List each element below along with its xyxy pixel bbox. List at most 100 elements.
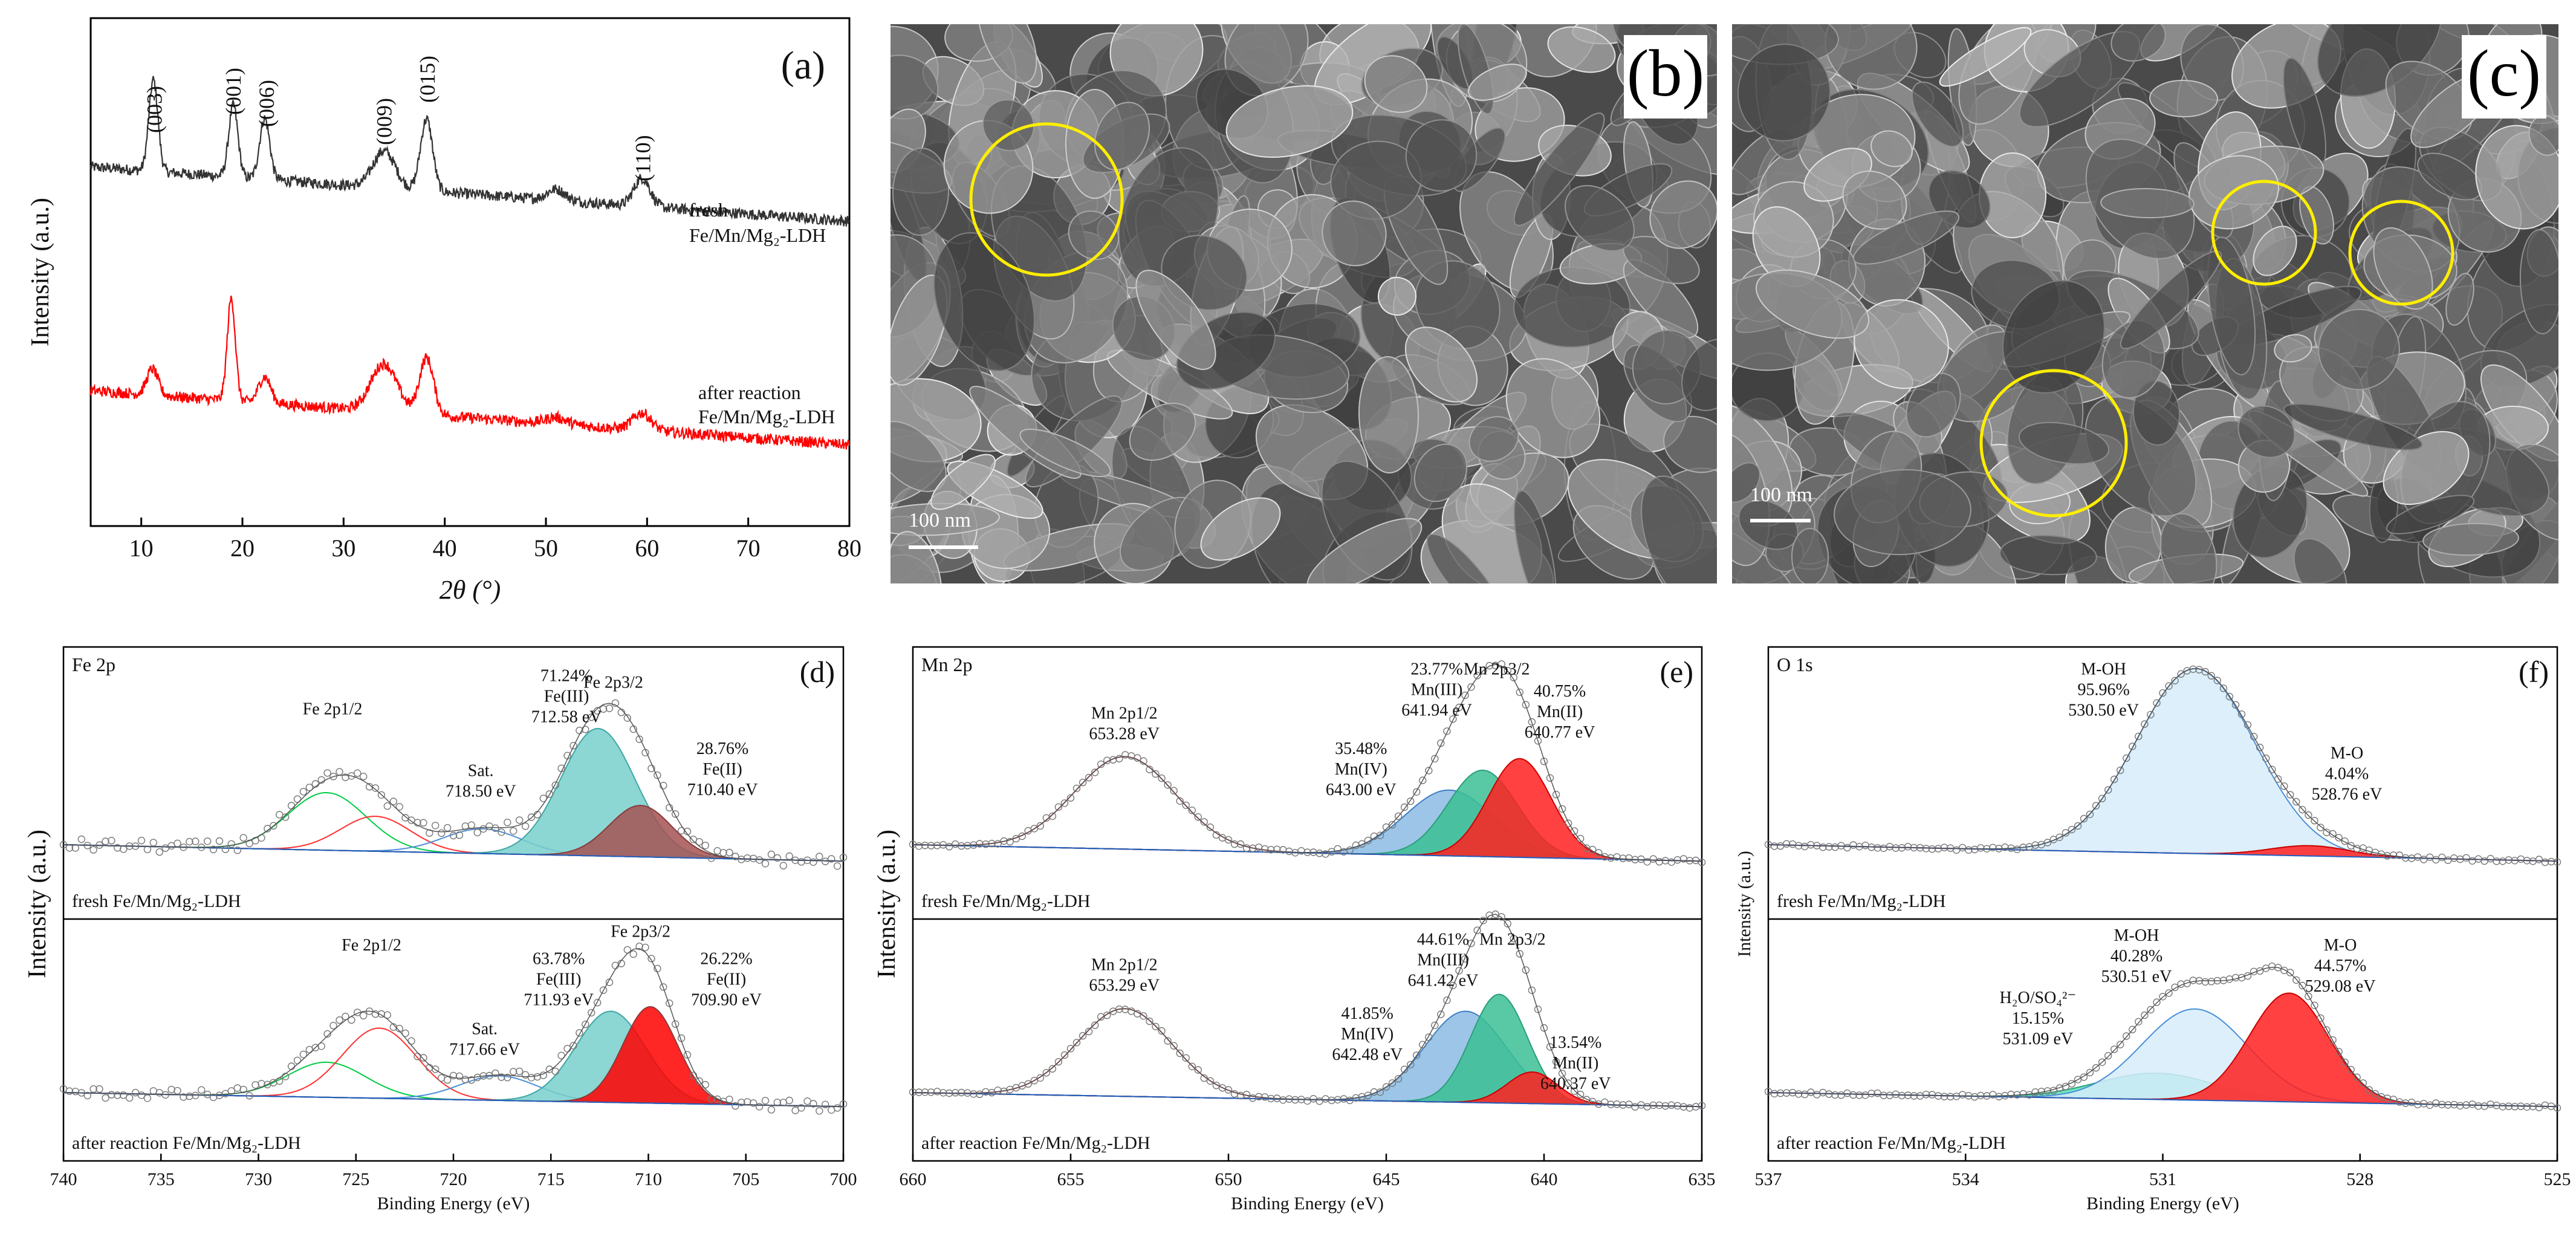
x-tick-label: 537 — [1755, 1169, 1782, 1189]
sem-flake — [1364, 55, 1428, 113]
sem-flake — [1200, 497, 1281, 561]
raw-point — [2201, 978, 2209, 986]
raw-point — [779, 862, 788, 869]
raw-point — [933, 1088, 941, 1096]
raw-point — [329, 772, 337, 781]
x-tick-label: 700 — [830, 1169, 857, 1189]
raw-point — [1443, 727, 1451, 735]
raw-point — [516, 816, 524, 824]
raw-point — [65, 1087, 74, 1095]
raw-point — [1072, 784, 1081, 793]
sem-flake — [1468, 63, 1527, 101]
x-axis-label: 2θ (°) — [440, 575, 501, 605]
raw-point — [455, 831, 464, 839]
raw-point — [119, 1091, 128, 1099]
raw-point — [1831, 1091, 1839, 1099]
raw-point — [732, 853, 739, 860]
raw-point — [443, 824, 452, 832]
sample-label: after reaction Fe/Mn/Mg₂-LDH — [1777, 1133, 2006, 1153]
raw-point — [654, 771, 661, 779]
raw-point — [1843, 1089, 1851, 1097]
raw-point — [2165, 682, 2173, 690]
raw-point — [749, 1099, 758, 1107]
raw-point — [2147, 1006, 2155, 1014]
peak-annotation: M-O — [2324, 936, 2357, 955]
raw-point — [2250, 732, 2258, 741]
raw-point — [563, 1045, 571, 1053]
raw-point — [1194, 813, 1202, 821]
raw-point — [119, 845, 128, 853]
raw-point — [1085, 773, 1093, 782]
raw-point — [1570, 1087, 1578, 1095]
raw-point — [964, 842, 972, 850]
raw-point — [982, 1088, 990, 1096]
raw-point — [2025, 1091, 2033, 1099]
raw-point — [1431, 755, 1439, 763]
sem-flake — [1019, 428, 1111, 478]
raw-point — [2225, 692, 2234, 701]
x-axis-label: Binding Energy (eV) — [377, 1194, 530, 1214]
raw-point — [1673, 856, 1682, 864]
raw-point — [1224, 836, 1233, 844]
series-label-line2: Fe/Mn/Mg₂-LDH — [689, 224, 826, 246]
sem-flake — [930, 453, 996, 510]
raw-point — [1504, 920, 1512, 928]
fe2p-chart-svg: 740 735 730 725 720 715 710 705 700 Binding Energ… — [24, 646, 857, 1214]
raw-point — [761, 1097, 770, 1105]
raw-point — [239, 1085, 247, 1094]
scale-bar-label-c: 100 nm — [1750, 484, 1812, 506]
raw-point — [2243, 721, 2252, 729]
raw-point — [816, 1107, 823, 1115]
raw-point — [1152, 1022, 1160, 1030]
raw-point — [611, 699, 620, 707]
raw-point — [2462, 854, 2470, 862]
raw-point — [264, 825, 271, 833]
raw-point — [2553, 1104, 2561, 1112]
raw-point — [588, 713, 595, 721]
raw-point — [1413, 788, 1421, 796]
raw-point — [2104, 786, 2112, 794]
sem-flake — [1911, 81, 1964, 148]
raw-point — [1528, 718, 1536, 726]
peak-label: (006) — [255, 80, 279, 127]
peak-annotation: H₂O/SO₄²⁻ — [2000, 989, 2077, 1007]
x-tick-label: 40 — [433, 535, 457, 562]
raw-point — [1849, 841, 1857, 849]
raw-point — [1522, 701, 1530, 709]
raw-point — [2043, 839, 2051, 846]
raw-point — [2523, 1103, 2531, 1111]
raw-point — [2080, 1073, 2088, 1081]
raw-point — [2487, 1100, 2494, 1108]
sem-texture — [1732, 24, 2558, 583]
raw-point — [1552, 1058, 1560, 1065]
raw-point — [1060, 1051, 1069, 1059]
raw-point — [287, 802, 296, 810]
raw-point — [377, 1010, 386, 1018]
peak-annotation: 717.66 eV — [449, 1041, 520, 1059]
peak-annotation: 28.76% — [696, 739, 748, 758]
sem-flake — [982, 99, 1035, 151]
raw-point — [1807, 841, 1815, 849]
raw-point — [1576, 834, 1585, 843]
raw-data-points — [1764, 962, 2561, 1112]
raw-point — [1473, 671, 1481, 680]
mn2p-chart-svg: 660 655 650 645 640 635 Binding Energy (eV) Int… — [873, 646, 1716, 1214]
raw-data-points — [909, 910, 1706, 1112]
raw-point — [420, 819, 427, 827]
raw-point — [137, 836, 146, 845]
raw-point — [994, 840, 1002, 848]
sem-flake — [2422, 522, 2519, 556]
peak-annotation: 653.28 eV — [1089, 725, 1160, 744]
raw-point — [563, 752, 571, 759]
raw-point — [2031, 1088, 2039, 1096]
sem-flake — [1468, 416, 1519, 462]
raw-point — [77, 835, 86, 843]
raw-point — [2413, 853, 2422, 861]
raw-point — [96, 1085, 103, 1093]
raw-point — [1516, 688, 1524, 697]
raw-point — [1242, 844, 1251, 852]
sem-texture — [891, 24, 1717, 583]
series-label-line1: fresh — [689, 199, 728, 221]
sem-flake — [1513, 112, 1605, 226]
raw-point — [1564, 1079, 1572, 1087]
